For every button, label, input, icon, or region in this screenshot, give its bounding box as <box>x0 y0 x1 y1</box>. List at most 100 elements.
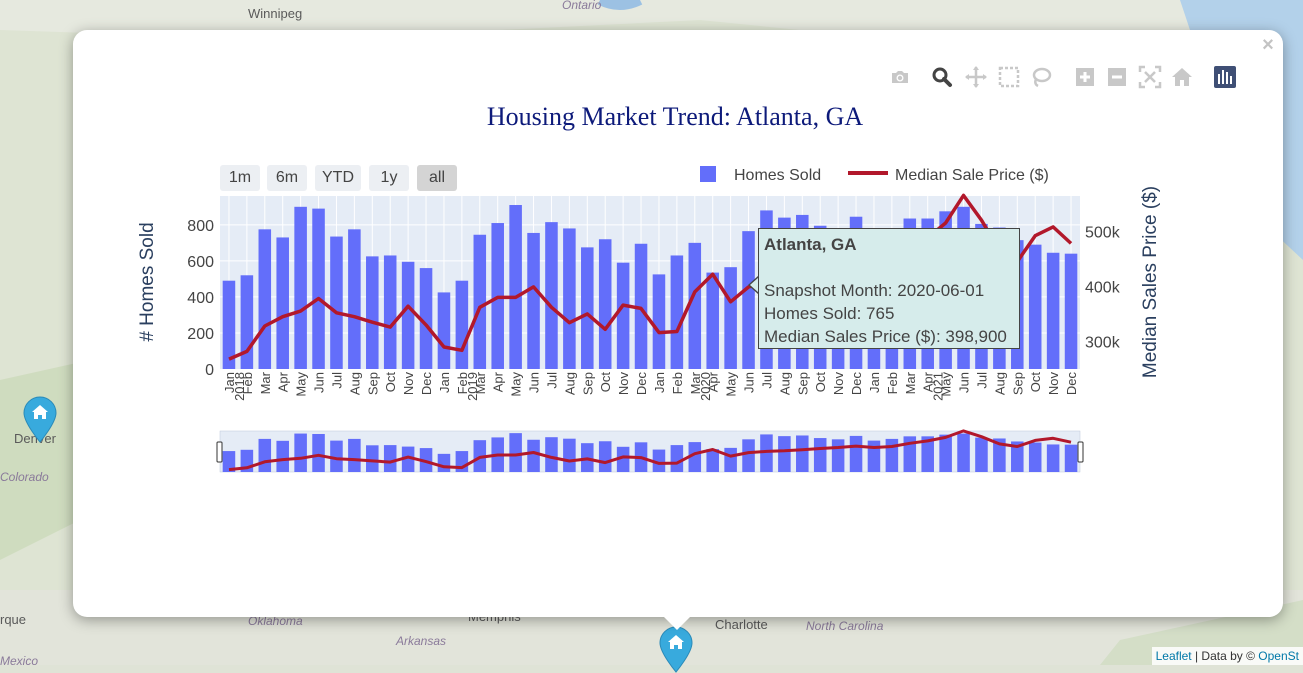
chart-title: Housing Market Trend: Atlanta, GA <box>486 102 864 131</box>
x-tick-label: Dec <box>634 372 649 396</box>
x-tick-label: Jun <box>312 372 327 393</box>
x-tick-label: Apr <box>491 371 506 392</box>
range-slider-bar <box>921 436 934 472</box>
range-slider-bar <box>294 433 307 472</box>
box-select-icon[interactable] <box>996 64 1022 90</box>
zoom-out-icon[interactable] <box>1104 64 1130 90</box>
legend-item-homes-sold[interactable]: Homes Sold <box>700 164 821 188</box>
zoom-in-icon[interactable] <box>1072 64 1098 90</box>
map-label-albuquerque: rque <box>0 612 27 627</box>
x-tick-label: Nov <box>401 372 416 396</box>
map-marker-atlanta[interactable] <box>657 625 695 673</box>
range-button-1m[interactable]: 1m <box>220 165 260 191</box>
range-button-1y[interactable]: 1y <box>369 165 409 191</box>
map-label-oklahoma: Oklahoma <box>248 614 303 628</box>
reset-axes-icon[interactable] <box>1169 64 1195 90</box>
range-slider-bar <box>760 434 773 472</box>
y2-tick-label: 500k <box>1085 224 1121 241</box>
x-tick-label: Mar <box>473 371 488 394</box>
range-slider-bar <box>437 453 451 472</box>
bar-homes-sold <box>670 255 684 369</box>
bar-homes-sold <box>222 280 236 369</box>
range-slider-bar <box>258 438 272 472</box>
tooltip-arrow-fill <box>750 277 759 293</box>
x-tick-label: Aug <box>992 372 1007 395</box>
x-tick-label: Mar <box>688 371 703 394</box>
range-slider-handle-right[interactable] <box>1077 441 1084 463</box>
bar-homes-sold <box>598 239 612 369</box>
x-tick-label: May <box>509 372 524 397</box>
y-tick-label: 0 <box>205 362 214 379</box>
x-tick-label: Feb <box>455 372 470 394</box>
x-tick-label: Nov <box>831 372 846 396</box>
range-slider-handle-left[interactable] <box>216 441 223 463</box>
x-tick-label: Jun <box>742 372 757 393</box>
map-label-charlotte: Charlotte <box>715 617 768 632</box>
range-button-6m[interactable]: 6m <box>267 165 307 191</box>
range-slider-bar <box>724 447 737 472</box>
x-tick-label: Feb <box>885 372 900 394</box>
x-tick-label: Jul <box>329 372 344 389</box>
map-attribution: Leaflet | Data by © OpenSt <box>1151 647 1303 665</box>
leaflet-link[interactable]: Leaflet <box>1155 649 1192 663</box>
range-slider-bar <box>688 442 702 472</box>
bar-homes-sold <box>688 242 702 369</box>
x-tick-label: Mar <box>258 371 273 394</box>
legend-item-median-sale-price[interactable]: Median Sale Price ($) <box>848 164 1049 188</box>
bar-homes-sold <box>616 262 630 369</box>
range-slider-bar <box>563 438 576 472</box>
pan-icon[interactable] <box>963 64 989 90</box>
bar-homes-sold <box>706 272 719 369</box>
bar-homes-sold <box>258 229 272 369</box>
bar-homes-sold <box>276 237 289 369</box>
openstreetmap-link[interactable]: OpenSt <box>1258 649 1299 663</box>
y-tick-label: 800 <box>187 218 214 235</box>
bar-homes-sold <box>563 228 576 369</box>
x-tick-label: Jul <box>759 372 774 389</box>
y-tick-label: 400 <box>187 290 214 307</box>
plotly-logo-icon[interactable] <box>1212 64 1238 90</box>
range-slider-bar <box>993 438 1006 472</box>
hover-tooltip: Atlanta, GA Snapshot Month: 2020-06-01 H… <box>758 228 1020 349</box>
x-year-label: 2018 <box>232 372 247 401</box>
lasso-select-icon[interactable] <box>1028 64 1054 90</box>
zoom-icon[interactable] <box>929 64 955 90</box>
x-tick-label: Aug <box>347 372 362 395</box>
x-tick-label: Nov <box>616 372 631 396</box>
x-tick-label: Dec <box>849 372 864 396</box>
x-tick-label: May <box>294 372 309 397</box>
map-label-colorado: Colorado <box>0 470 49 484</box>
map-label-arkansas: Arkansas <box>396 634 447 648</box>
x-tick-label: Apr <box>921 371 936 392</box>
close-button[interactable]: × <box>1262 34 1274 56</box>
legend-swatch-bar <box>700 166 716 182</box>
x-tick-label: Jan <box>652 372 667 393</box>
map-label-ontario: Ontario <box>562 0 602 12</box>
range-slider-bar <box>975 437 988 472</box>
range-slider-bar <box>1011 441 1024 472</box>
x-tick-label: Apr <box>706 371 721 392</box>
bar-homes-sold <box>366 256 379 369</box>
x-tick-label: Nov <box>1046 372 1061 396</box>
x-tick-label: Feb <box>670 372 685 394</box>
x-tick-label: Jun <box>957 372 972 393</box>
autoscale-icon[interactable] <box>1137 64 1163 90</box>
range-slider-bar <box>939 434 952 472</box>
x-tick-label: Apr <box>276 371 291 392</box>
range-slider-bar <box>598 441 612 472</box>
range-slider-bar <box>348 438 361 472</box>
x-tick-label: Sep <box>795 372 810 395</box>
range-button-all[interactable]: all <box>417 165 457 191</box>
range-slider-bar <box>652 449 666 472</box>
tooltip-spacer <box>764 256 1014 279</box>
bar-homes-sold <box>1064 253 1078 369</box>
x-tick-label: Jan <box>222 372 237 393</box>
range-button-ytd[interactable]: YTD <box>315 165 361 191</box>
y-tick-label: 600 <box>187 254 214 271</box>
range-slider-bar <box>778 436 791 472</box>
map-marker-denver[interactable] <box>21 395 59 443</box>
range-slider-bar <box>330 440 343 472</box>
camera-icon[interactable] <box>887 64 913 90</box>
bar-homes-sold <box>742 231 755 369</box>
